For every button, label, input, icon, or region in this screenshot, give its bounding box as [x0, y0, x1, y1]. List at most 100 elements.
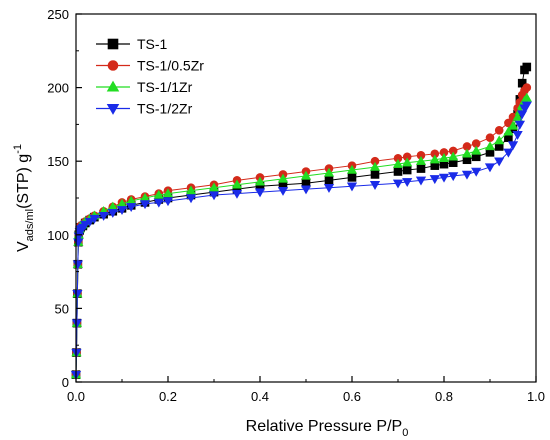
tick-layer: 0.0 0.2 0.4 0.6 0.8 1.0 0 50 100 150 200 250: [47, 7, 545, 404]
y-tick-label: 0: [62, 375, 69, 390]
data-point: [277, 173, 289, 183]
data-point: [162, 197, 174, 207]
data-point: [392, 179, 404, 189]
data-point: [107, 209, 118, 218]
data-point: [522, 83, 532, 92]
x-tick-label: 0.4: [251, 389, 269, 404]
data-point: [208, 182, 220, 192]
series-line: [75, 104, 528, 375]
x-tick-label: 0.6: [343, 389, 361, 404]
data-point: [522, 62, 532, 72]
data-point: [416, 164, 426, 173]
data-point: [231, 189, 243, 199]
data-point: [84, 217, 95, 227]
y-tick-label: 250: [47, 7, 69, 22]
legend-marker: [106, 80, 120, 92]
data-point: [415, 155, 427, 165]
y-tick-label: 200: [47, 81, 69, 96]
data-point: [89, 214, 100, 224]
data-point: [494, 125, 504, 135]
data-point: [139, 200, 151, 210]
data-point: [323, 167, 335, 177]
x-axis-title: Relative Pressure P/P0: [246, 418, 409, 439]
data-point: [507, 141, 519, 151]
data-point: [512, 111, 523, 121]
data-point: [448, 172, 459, 182]
data-point: [392, 158, 404, 168]
data-point: [153, 189, 164, 199]
data-point: [346, 182, 358, 192]
data-point: [521, 101, 532, 111]
legend-label: TS-1/2Zr: [137, 101, 193, 117]
data-point: [277, 186, 289, 196]
data-point: [503, 126, 514, 136]
data-point: [471, 167, 482, 177]
y-tick-label: 100: [47, 228, 69, 243]
data-point: [324, 176, 334, 185]
legend-label: TS-1/0.5Zr: [137, 58, 204, 74]
legend-item: TS-1/1Zr: [96, 79, 193, 95]
legend-label: TS-1: [137, 36, 168, 52]
data-point: [347, 173, 357, 182]
data-point: [485, 133, 495, 142]
data-point: [438, 173, 450, 183]
data-point: [369, 161, 381, 171]
data-point: [231, 179, 243, 189]
data-point: [162, 188, 174, 198]
data-point: [402, 165, 412, 175]
legend-marker: [106, 103, 120, 115]
legend-marker: [107, 38, 119, 50]
data-point: [393, 167, 403, 176]
data-point: [346, 164, 358, 174]
x-tick-label: 0.0: [67, 389, 85, 404]
data-point: [484, 141, 496, 151]
y-tick-label: 150: [47, 154, 69, 169]
legend-item: TS-1/0.5Zr: [96, 58, 204, 74]
legend-label: TS-1/1Zr: [137, 79, 193, 95]
data-point: [98, 211, 109, 221]
data-point: [512, 131, 523, 140]
data-point: [126, 203, 137, 213]
data-point: [72, 289, 83, 299]
y-axis-title: Vads/ml(STP) g-1: [12, 144, 36, 252]
legend: TS-1 TS-1/0.5Zr TS-1/1Zr TS-1/2Zr: [96, 36, 204, 117]
data-point: [461, 148, 473, 158]
data-point: [484, 163, 496, 173]
data-point: [494, 135, 505, 145]
series-line: [75, 87, 528, 375]
data-point: [429, 175, 440, 185]
data-point: [323, 183, 335, 193]
data-point: [514, 120, 526, 130]
series-TS-1/2Zr: [70, 101, 532, 380]
data-point: [507, 120, 519, 130]
data-point: [300, 170, 312, 180]
data-point: [471, 145, 482, 155]
x-tick-label: 1.0: [527, 389, 545, 404]
data-point: [503, 148, 514, 158]
legend-marker: [107, 60, 119, 71]
data-point: [370, 170, 380, 179]
data-point: [80, 220, 91, 230]
data-point: [369, 181, 381, 190]
data-point: [300, 185, 312, 195]
data-point: [448, 151, 459, 161]
legend-item: TS-1/2Zr: [96, 101, 193, 117]
series-line: [75, 97, 528, 375]
series-layer: [70, 62, 532, 380]
data-point: [415, 176, 427, 186]
data-point: [254, 176, 266, 186]
data-point: [71, 319, 83, 329]
data-point: [153, 198, 164, 208]
data-point: [185, 185, 197, 195]
data-point: [402, 178, 413, 188]
series-TS-1/0.5Zr: [71, 83, 532, 379]
data-point: [494, 157, 505, 167]
x-tick-label: 0.2: [159, 389, 177, 404]
x-tick-label: 0.8: [435, 389, 453, 404]
data-point: [402, 157, 413, 167]
data-point: [429, 154, 440, 164]
y-tick-label: 50: [55, 301, 69, 316]
data-point: [208, 191, 220, 201]
data-point: [185, 194, 197, 204]
